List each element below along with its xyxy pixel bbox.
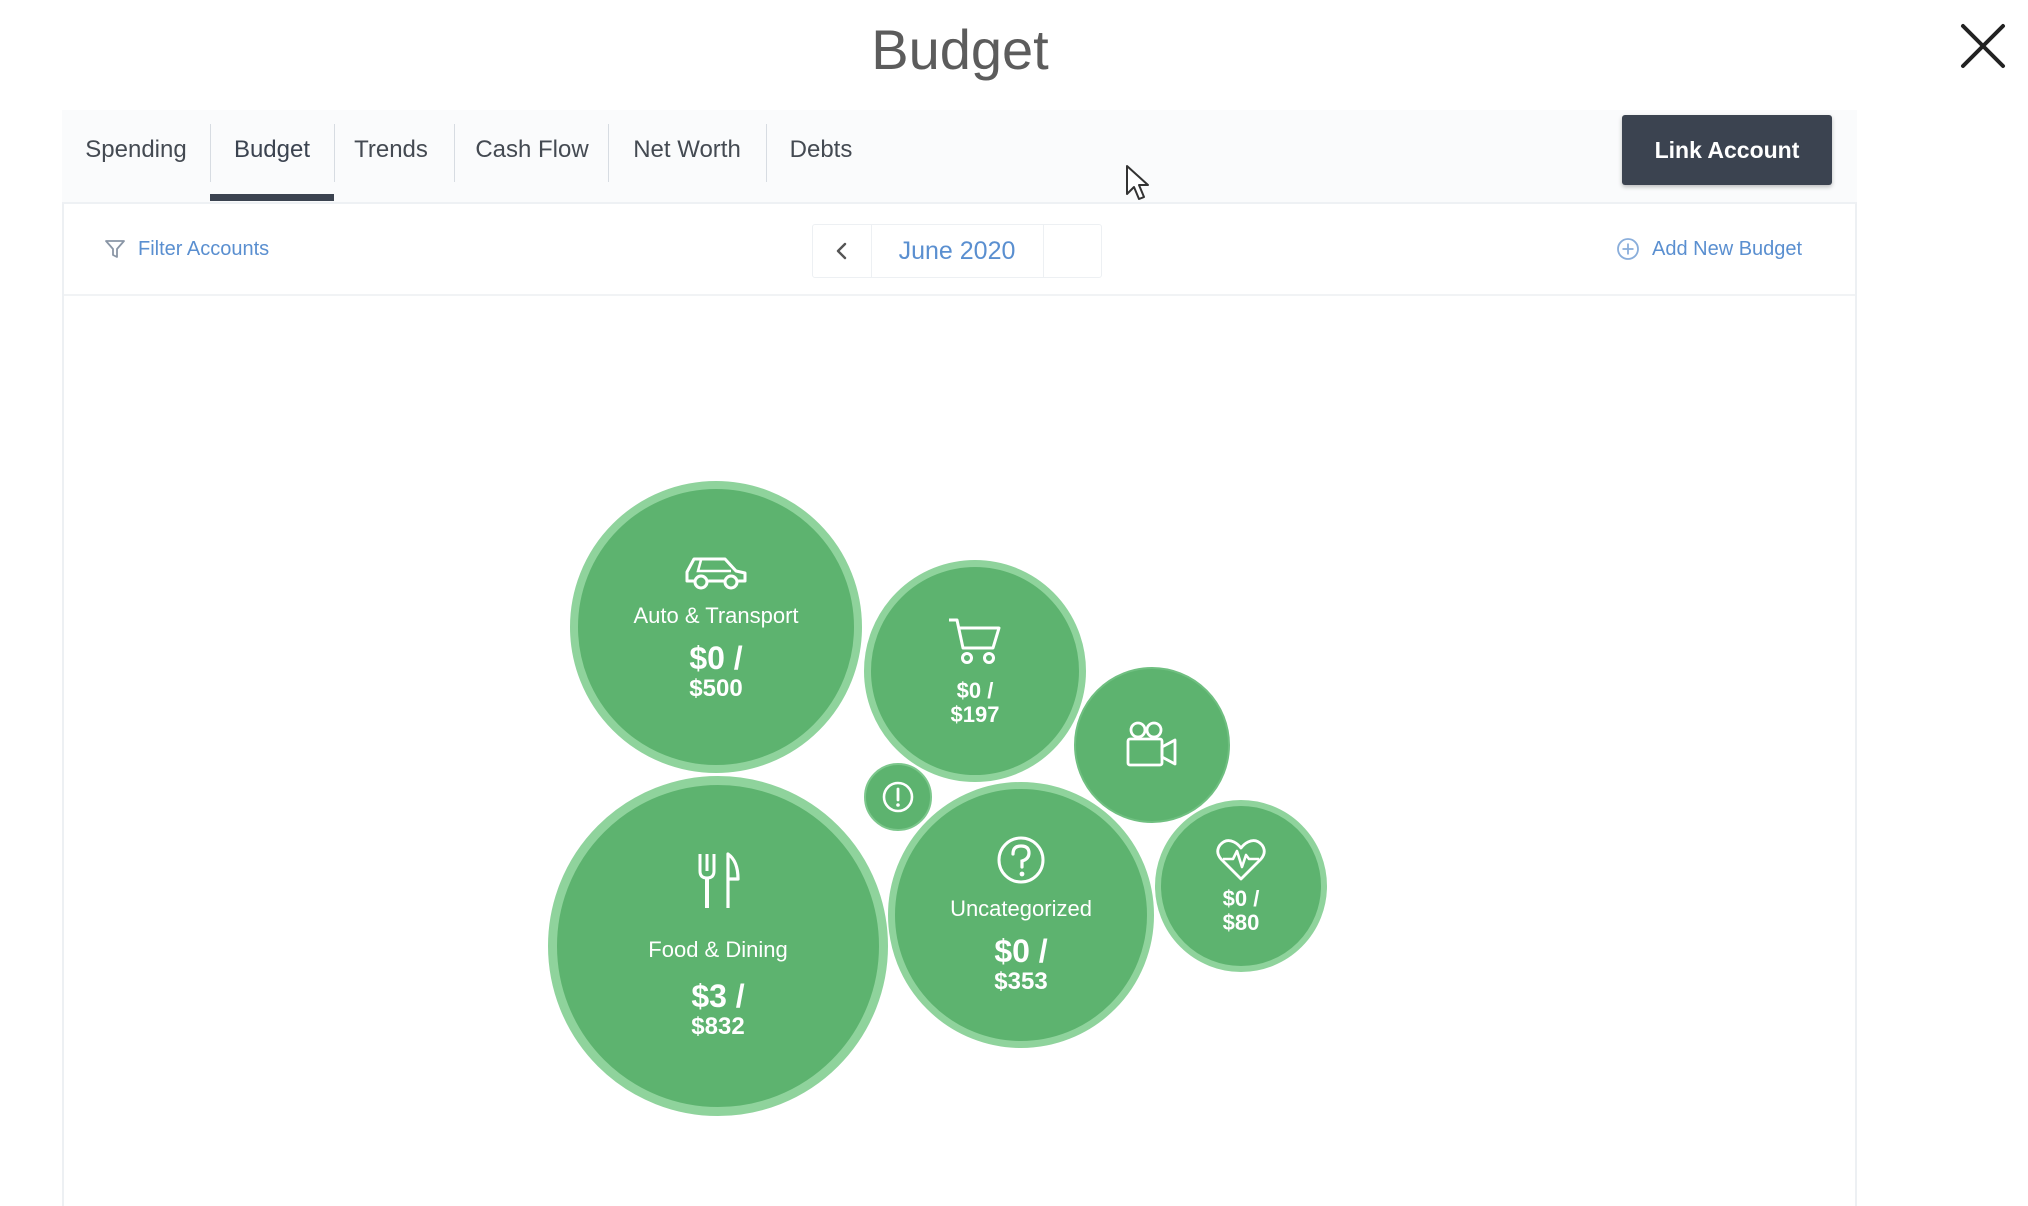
alert-icon: [882, 781, 914, 813]
close-button[interactable]: [1955, 18, 2011, 74]
budget-spent-amount: $0 /: [1222, 885, 1260, 911]
tab-net-worth[interactable]: Net Worth: [633, 136, 741, 163]
close-icon: [1961, 24, 2005, 68]
add-new-budget-button[interactable]: Add New Budget: [1616, 232, 1802, 266]
current-month: June 2020: [898, 237, 1016, 265]
month-navigator: June 2020: [812, 224, 1102, 278]
plus-circle-icon: [1617, 238, 1639, 260]
link-account-button[interactable]: Link Account: [1622, 115, 1832, 185]
budget-spent-amount: $3 /: [691, 978, 745, 1015]
shopping-cart-icon: [949, 618, 1001, 664]
tab-divider: [454, 124, 455, 182]
add-new-budget-label: Add New Budget: [1652, 237, 1803, 260]
budget-category-name: Uncategorized: [950, 896, 1092, 922]
tab-divider: [210, 124, 211, 182]
filter-accounts-label: Filter Accounts: [138, 237, 270, 260]
budget-limit-amount: $832: [691, 1013, 745, 1041]
budget-bubble-entertainment[interactable]: [1074, 667, 1230, 823]
question-icon: [997, 836, 1045, 884]
budget-limit-amount: $197: [950, 702, 1000, 727]
filter-icon: [105, 240, 125, 258]
previous-month-button[interactable]: [813, 225, 872, 277]
chevron-left-icon: [836, 242, 847, 260]
filter-accounts-button[interactable]: Filter Accounts: [104, 232, 269, 266]
heart-pulse-icon: [1216, 838, 1266, 881]
budget-bubble-uncategorized[interactable]: Uncategorized $0 / $353: [888, 782, 1154, 1048]
budget-spent-amount: $0 /: [689, 640, 743, 677]
budget-bubble-health[interactable]: $0 / $80: [1155, 800, 1327, 972]
budget-bubble-food-dining[interactable]: Food & Dining $3 / $832: [548, 776, 888, 1116]
budget-bubble-auto-transport[interactable]: Auto & Transport $0 / $500: [570, 481, 862, 773]
budget-bubble-alert[interactable]: [864, 763, 932, 831]
modal-title: Budget: [871, 18, 1049, 81]
fork-knife-icon: [698, 852, 740, 909]
tab-divider: [608, 124, 609, 182]
budget-category-name: Auto & Transport: [633, 603, 799, 629]
tab-divider: [766, 124, 767, 182]
tab-cash-flow[interactable]: Cash Flow: [475, 136, 589, 163]
budget-limit-amount: $500: [689, 675, 743, 703]
tab-budget[interactable]: Budget: [233, 136, 311, 163]
budget-limit-amount: $80: [1222, 910, 1260, 935]
tab-spending[interactable]: Spending: [85, 136, 187, 163]
tab-divider: [334, 124, 335, 182]
budget-category-name: Food & Dining: [648, 937, 788, 963]
tab-trends[interactable]: Trends: [354, 136, 428, 163]
mouse-pointer-icon: [1126, 165, 1149, 200]
budget-limit-amount: $353: [994, 968, 1048, 996]
next-month-button[interactable]: [1043, 225, 1101, 277]
car-icon: [685, 557, 747, 590]
budget-spent-amount: $0 /: [956, 677, 994, 703]
active-tab-indicator: [210, 194, 334, 201]
budget-spent-amount: $0 /: [994, 933, 1048, 970]
tab-bar: Spending Budget Trends Cash Flow Net Wor…: [62, 110, 1857, 202]
tab-debts[interactable]: Debts: [789, 136, 853, 163]
video-camera-icon: [1126, 721, 1177, 767]
budget-bubble-shopping[interactable]: $0 / $197: [864, 560, 1086, 782]
budget-toolbar: Filter Accounts June 2020 Add New Budget: [64, 204, 1855, 296]
